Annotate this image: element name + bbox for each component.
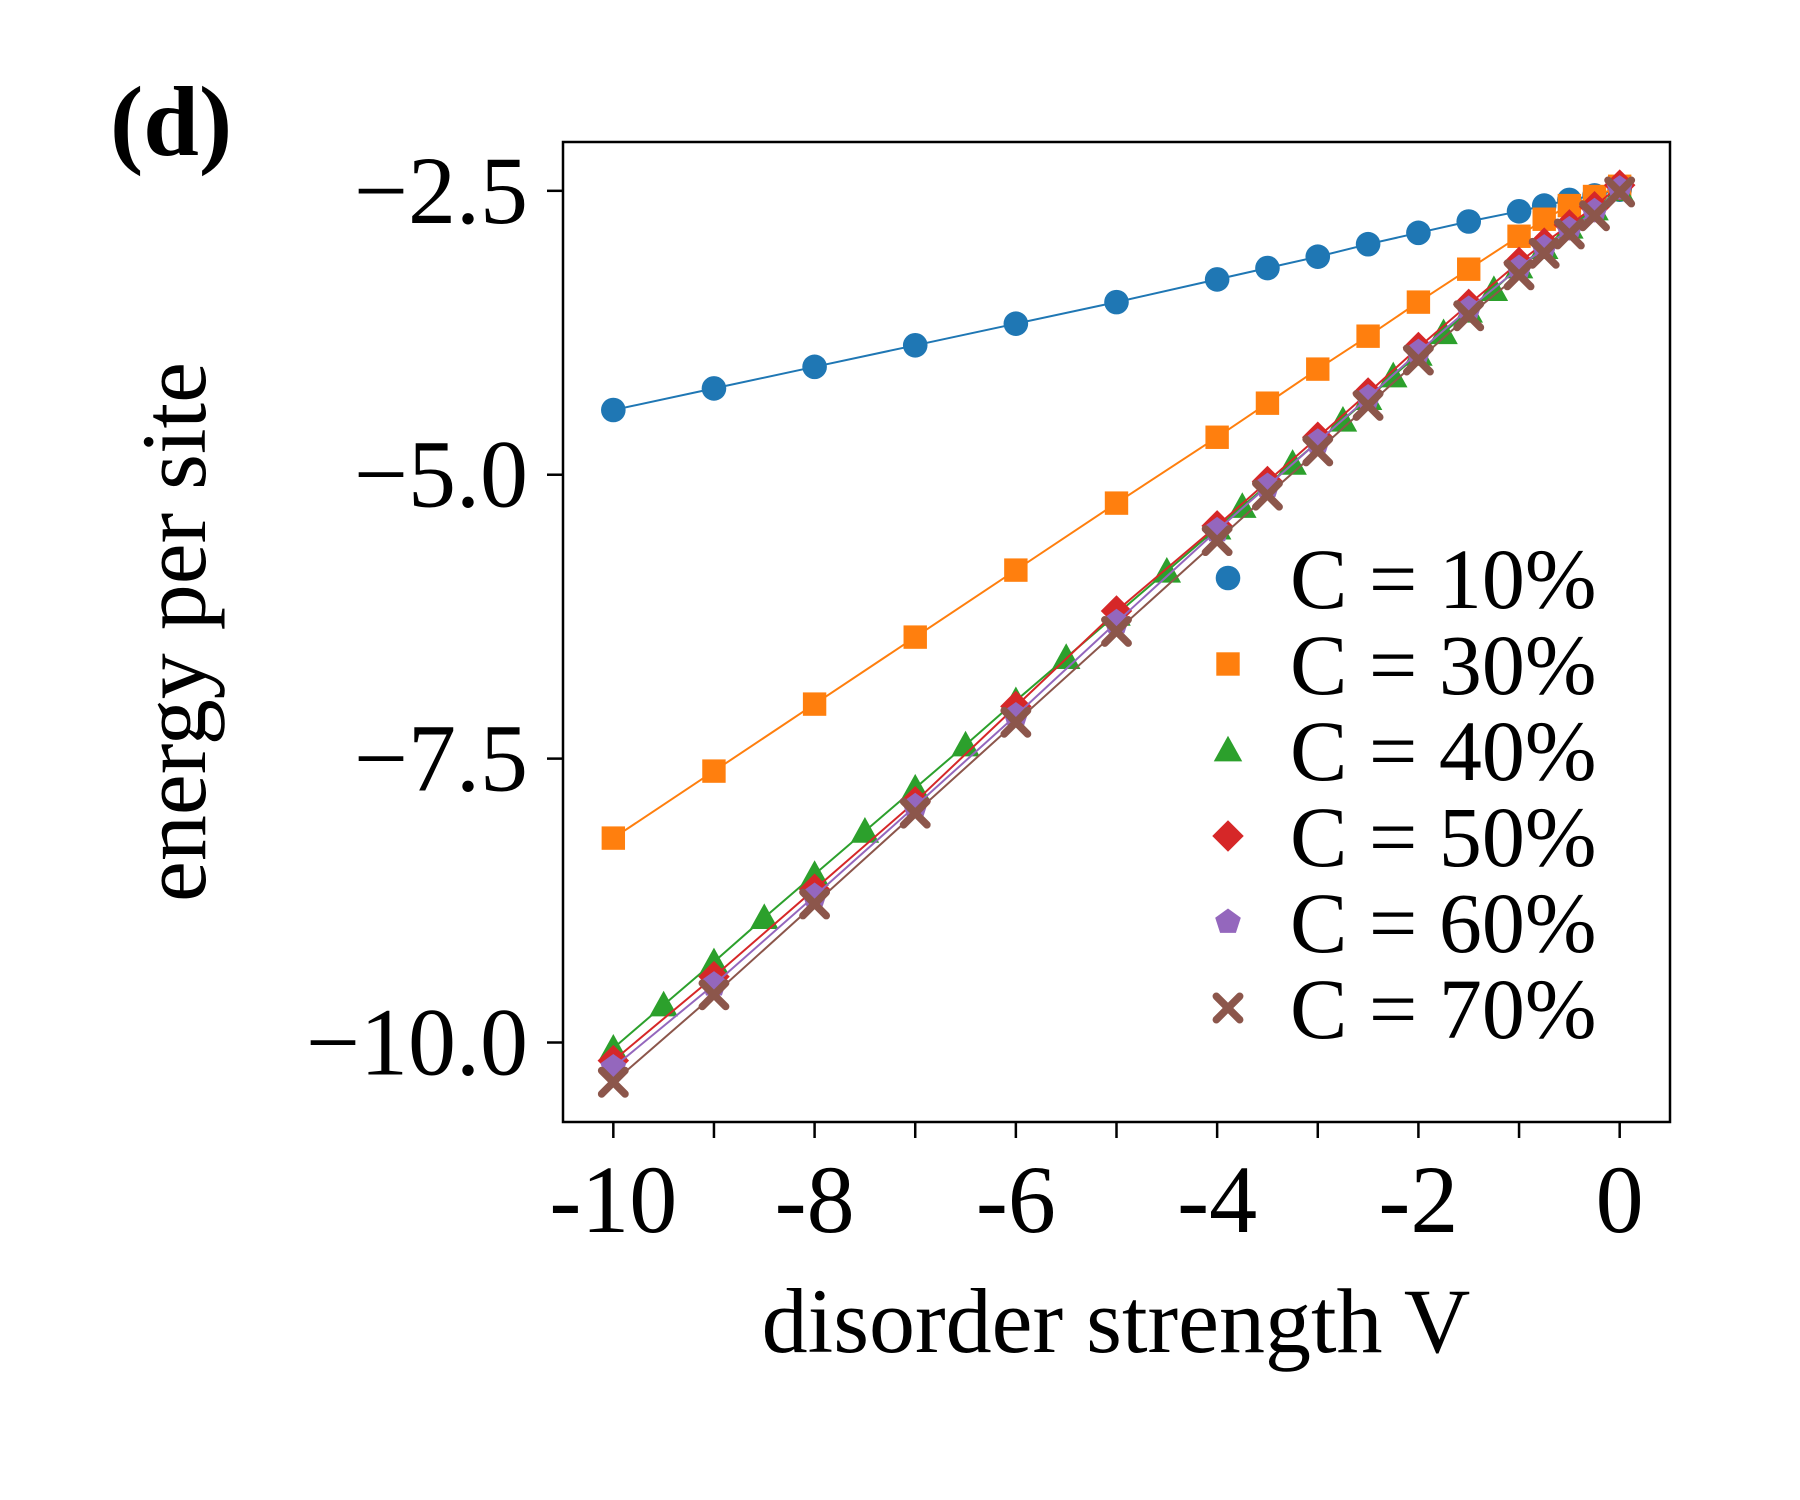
data-point [699,947,729,974]
data-point [951,730,980,757]
data-point [802,354,827,380]
data-point [1003,311,1029,336]
data-point [1255,255,1280,281]
data-point [1457,257,1481,281]
data-point [1604,176,1636,208]
legend-label: C = 30% [1290,617,1597,713]
data-point [1104,491,1129,515]
data-point [1205,425,1229,449]
data-point [698,979,730,1011]
data-point [649,990,678,1017]
data-point [1004,558,1028,582]
legend-marker [1215,908,1241,933]
legend-label: C = 50% [1290,789,1597,885]
legend-label: C = 40% [1290,703,1597,799]
data-point [1278,449,1307,475]
series-layer [597,169,1636,1098]
data-point [750,903,779,929]
data-point [701,376,727,401]
data-point [1528,237,1560,269]
data-point [1453,300,1485,332]
data-point [1556,215,1583,241]
data-point [1532,207,1556,231]
x-tick-label: 0 [1596,1146,1644,1253]
data-point [1581,197,1608,223]
data-point [1579,200,1610,232]
data-point [1503,259,1535,291]
legend-label: C = 60% [1290,875,1597,971]
y-tick-label: −2.5 [354,137,528,244]
legend-marker [1213,735,1243,762]
data-point [1557,193,1582,218]
data-point [1204,267,1230,292]
legend-marker [1212,820,1244,852]
x-tick-label: -8 [775,1146,855,1253]
data-point [1456,209,1482,234]
data-point [1352,390,1384,421]
data-point [1406,220,1431,246]
data-point [1356,324,1380,348]
data-point [597,1066,629,1098]
legend-label: C = 10% [1290,531,1597,627]
x-tick-label: -6 [976,1146,1056,1253]
data-point [800,860,829,886]
legend: C = 10%C = 30%C = 40%C = 50%C = 60%C = 7… [1212,531,1597,1057]
y-tick-label: −10.0 [306,989,528,1096]
data-point [850,817,880,843]
data-point [799,888,831,920]
legend-marker [1215,565,1241,591]
x-tick-label: -10 [549,1146,677,1253]
data-point [1531,234,1557,259]
y-axis-label: energy per site [123,362,225,902]
data-point [601,826,626,850]
data-point [1201,525,1233,557]
legend-label: C = 70% [1290,961,1597,1057]
y-axis: −10.0 −7.5 −5.0 −2.5 [306,137,563,1096]
legend-marker [1216,652,1240,676]
data-point [802,692,827,716]
data-point [1402,344,1434,376]
data-point [1252,479,1283,511]
data-point [1553,218,1585,250]
data-point [1104,289,1129,315]
data-point [903,625,927,649]
panel-label: (d) [110,66,232,177]
y-tick-label: −5.0 [354,421,528,528]
data-point [1302,435,1334,467]
data-point [702,759,726,783]
data-point [1507,224,1531,248]
x-tick-label: -2 [1378,1146,1458,1253]
data-point [1101,615,1132,647]
series-6 [597,176,1636,1098]
data-point [1000,706,1032,738]
data-point [1306,357,1330,381]
data-point [1051,643,1081,669]
data-point [1255,391,1280,415]
data-point [1406,290,1431,314]
data-point [899,797,931,829]
x-axis: -10 -8 -6 -4 -2 0 [549,1122,1644,1253]
y-tick-label: −7.5 [354,705,528,812]
data-point [1305,244,1331,269]
x-tick-label: -4 [1177,1146,1257,1253]
data-point [1355,231,1381,257]
data-point [902,332,928,358]
data-point [1152,556,1182,583]
data-point [601,397,626,423]
legend-marker [1212,992,1244,1024]
data-point [1506,198,1532,224]
x-axis-label: disorder strength V [762,1270,1471,1372]
